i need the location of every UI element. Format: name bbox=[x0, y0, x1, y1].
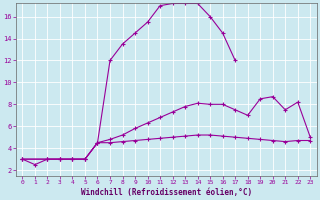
X-axis label: Windchill (Refroidissement éolien,°C): Windchill (Refroidissement éolien,°C) bbox=[81, 188, 252, 197]
